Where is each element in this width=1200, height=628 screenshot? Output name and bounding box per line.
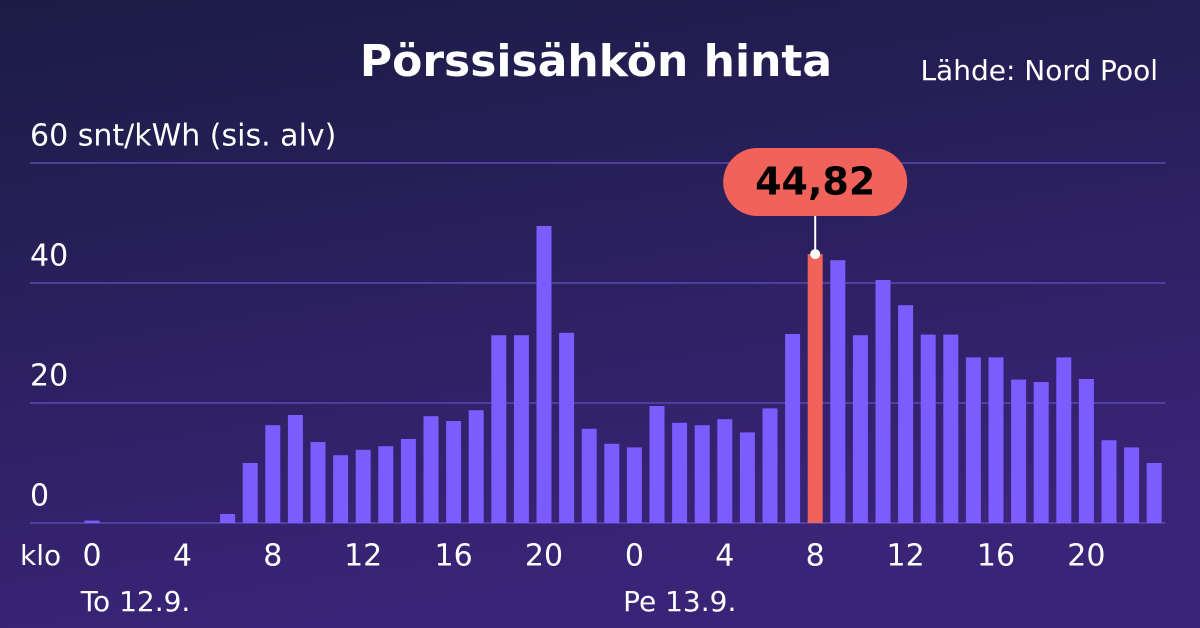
bar bbox=[559, 332, 575, 523]
x-tick-label: 4 bbox=[173, 539, 192, 574]
x-tick-label: 8 bbox=[806, 539, 825, 574]
chart-title: Pörssisähkön hinta bbox=[360, 36, 832, 87]
source: Lähde: Nord Pool bbox=[920, 54, 1158, 87]
bar bbox=[875, 280, 891, 523]
bar bbox=[513, 335, 529, 523]
y-tick-label: 60 snt/kWh (sis. alv) bbox=[30, 119, 336, 154]
bar bbox=[694, 425, 710, 523]
day-label: To 12.9. bbox=[80, 585, 191, 618]
bar bbox=[898, 305, 914, 523]
bar bbox=[807, 254, 823, 523]
bar bbox=[242, 463, 258, 523]
bar bbox=[943, 334, 959, 523]
bar bbox=[1101, 440, 1117, 523]
bar bbox=[84, 520, 100, 523]
x-tick-label: 0 bbox=[82, 539, 101, 574]
callout-label: 44,82 bbox=[755, 160, 875, 204]
x-tick-label: 16 bbox=[435, 539, 473, 574]
bar bbox=[852, 335, 868, 523]
bar bbox=[1011, 379, 1027, 523]
x-tick-label: 12 bbox=[344, 539, 382, 574]
bar bbox=[446, 421, 462, 523]
x-tick-label: 8 bbox=[263, 539, 282, 574]
bar bbox=[626, 447, 642, 523]
bar bbox=[739, 432, 755, 523]
bar bbox=[920, 334, 936, 523]
bar bbox=[378, 446, 394, 523]
bar bbox=[672, 422, 688, 523]
bar bbox=[333, 455, 349, 523]
bar bbox=[581, 428, 597, 523]
y-tick-label: 20 bbox=[30, 359, 68, 394]
bar bbox=[287, 415, 303, 523]
x-tick-label: 16 bbox=[977, 539, 1015, 574]
bar bbox=[265, 425, 281, 523]
bar bbox=[536, 226, 552, 523]
bar bbox=[423, 416, 439, 523]
bar bbox=[762, 408, 778, 523]
bar bbox=[965, 357, 981, 523]
y-tick-label: 0 bbox=[30, 479, 49, 514]
bar bbox=[1056, 357, 1072, 523]
bar bbox=[468, 410, 484, 523]
bar bbox=[220, 514, 236, 523]
bar bbox=[785, 334, 801, 523]
bar bbox=[1146, 463, 1162, 523]
bar bbox=[649, 406, 665, 523]
x-tick-label: 12 bbox=[887, 539, 925, 574]
day-label: Pe 13.9. bbox=[623, 585, 736, 618]
bar bbox=[717, 419, 733, 523]
x-tick-label: 20 bbox=[1067, 539, 1105, 574]
bar bbox=[1124, 447, 1140, 523]
y-tick-label: 40 bbox=[30, 239, 68, 274]
bar bbox=[1078, 379, 1094, 523]
x-tick-label: 20 bbox=[525, 539, 563, 574]
bar bbox=[400, 439, 416, 523]
callout-dot bbox=[810, 249, 821, 260]
bar bbox=[1033, 382, 1049, 523]
bar bbox=[988, 357, 1004, 523]
x-tick-label: 4 bbox=[715, 539, 734, 574]
bar bbox=[830, 260, 846, 523]
x-tick-label: 0 bbox=[625, 539, 644, 574]
bar bbox=[491, 335, 507, 523]
bar bbox=[604, 443, 620, 523]
bar bbox=[355, 449, 371, 523]
x-prefix: klo bbox=[20, 539, 61, 572]
bar bbox=[310, 442, 326, 523]
callout-box bbox=[723, 148, 908, 216]
